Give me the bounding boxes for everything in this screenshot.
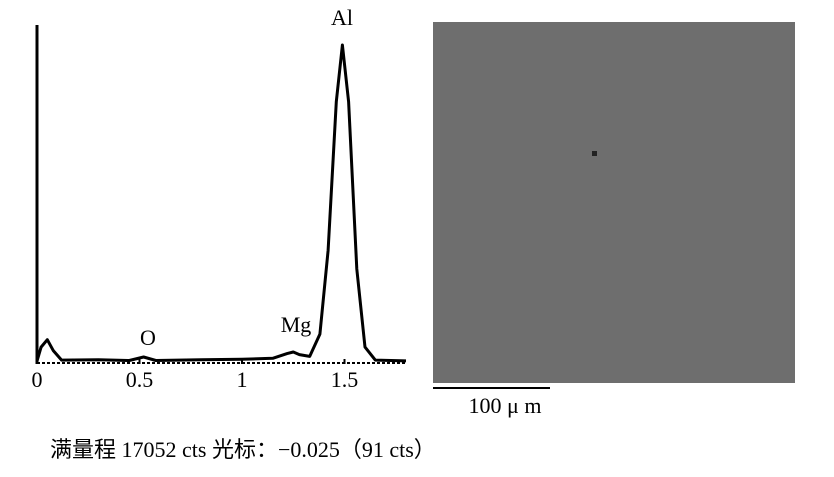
caption: 满量程 17052 cts 光标：−0.025（91 cts） — [50, 437, 436, 462]
x-tick-label: 0 — [32, 367, 43, 392]
annotation: Mg — [281, 312, 312, 337]
x-tick-label: 1.5 — [331, 367, 359, 392]
scale-bar-label: 100 μ m — [469, 393, 542, 418]
particle — [592, 151, 597, 156]
micrograph — [433, 22, 795, 383]
annotation: O — [140, 325, 156, 350]
annotation: Al — [331, 5, 353, 30]
x-tick-label: 1 — [237, 367, 248, 392]
x-tick-label: 0.5 — [126, 367, 154, 392]
spectrum-line — [35, 43, 407, 363]
